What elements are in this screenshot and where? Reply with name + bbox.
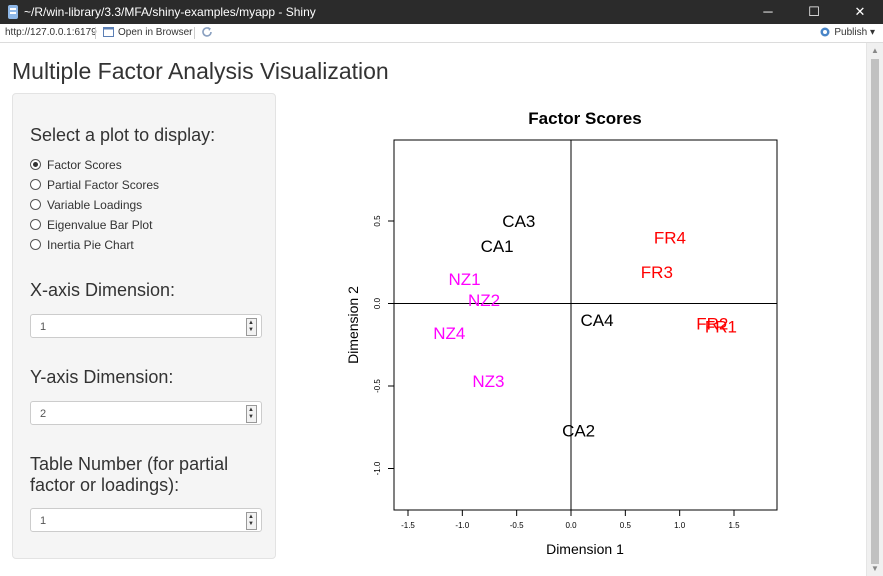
publish-label: Publish — [834, 27, 868, 38]
scroll-down-icon[interactable]: ▼ — [871, 564, 879, 573]
table-number-input[interactable]: 1 ▲ ▼ — [30, 508, 262, 532]
plot-frame — [393, 139, 778, 511]
toolbar-divider — [194, 27, 195, 39]
point-label-ca2: CA2 — [562, 422, 595, 441]
rstudio-app-icon — [8, 5, 18, 19]
stepper-down-icon[interactable]: ▼ — [248, 327, 254, 333]
y-axis-dimension-input[interactable]: 2 ▲ ▼ — [30, 401, 262, 425]
scrollbar-thumb[interactable] — [871, 59, 879, 564]
radio-label: Eigenvalue Bar Plot — [47, 218, 153, 232]
point-label-ca3: CA3 — [502, 212, 535, 231]
chart-title: Factor Scores — [528, 109, 641, 128]
window-title: ~/R/win-library/3.3/MFA/shiny-examples/m… — [24, 5, 316, 19]
plot-select-label: Select a plot to display: — [30, 125, 216, 145]
refresh-icon — [202, 27, 212, 37]
radio-label: Variable Loadings — [47, 198, 143, 212]
publish-icon — [820, 27, 830, 37]
y-tick-label: -0.5 — [373, 379, 382, 393]
radio-button[interactable] — [30, 199, 41, 210]
x-tick-label: -1.5 — [401, 521, 415, 530]
point-label-nz3: NZ3 — [472, 372, 504, 391]
point-label-ca1: CA1 — [481, 237, 514, 256]
browser-icon — [103, 27, 114, 37]
vertical-scrollbar[interactable]: ▲ ▼ — [866, 43, 883, 576]
maximize-button[interactable]: ☐ — [808, 4, 820, 19]
number-stepper[interactable]: ▲ ▼ — [246, 405, 257, 423]
x-axis-dimension-label: X-axis Dimension: — [30, 280, 176, 300]
stepper-down-icon[interactable]: ▼ — [248, 521, 254, 527]
table-number-label-line2: factor or loadings): — [30, 475, 180, 495]
x-axis-dimension-input[interactable]: 1 ▲ ▼ — [30, 314, 262, 338]
radio-option-variable-loadings[interactable]: Variable Loadings — [30, 198, 142, 214]
close-button[interactable]: ✕ — [854, 4, 866, 19]
radio-option-partial-factor-scores[interactable]: Partial Factor Scores — [30, 178, 159, 194]
publish-button[interactable]: Publish ▾ — [819, 27, 875, 38]
x-tick-label: -0.5 — [510, 521, 524, 530]
number-stepper[interactable]: ▲ ▼ — [246, 318, 257, 336]
toolbar-divider — [95, 27, 96, 39]
x-axis-title: Dimension 1 — [546, 541, 624, 557]
url-display[interactable]: http://127.0.0.1:6179 — [5, 27, 97, 38]
scroll-up-icon[interactable]: ▲ — [871, 46, 879, 55]
refresh-button[interactable] — [201, 26, 213, 41]
radio-option-factor-scores[interactable]: Factor Scores — [30, 158, 122, 174]
axes-layer: -1.5 -1.0 -0.5 0.0 0.5 1.0 1.5 -1.0 -0.5 0.0 0.5 — [373, 140, 777, 530]
open-in-browser-button[interactable]: Open in Browser — [103, 27, 192, 38]
point-label-nz4: NZ4 — [433, 324, 465, 343]
point-label-fr2: FR2 — [696, 314, 728, 333]
minimize-button[interactable]: ─ — [763, 4, 773, 19]
sidebar-panel: Select a plot to display: Factor Scores … — [12, 93, 276, 559]
y-tick-label: -1.0 — [373, 461, 382, 475]
table-number-label-line1: Table Number (for partial — [30, 454, 229, 474]
table-number-value: 1 — [40, 515, 47, 527]
stepper-up-icon[interactable]: ▲ — [248, 407, 254, 413]
viewer-toolbar: http://127.0.0.1:6179 Open in Browser Pu… — [0, 24, 883, 43]
radio-label: Factor Scores — [47, 158, 122, 172]
radio-button[interactable] — [30, 239, 41, 250]
chevron-down-icon[interactable]: ▾ — [869, 27, 875, 38]
radio-button[interactable] — [30, 219, 41, 230]
number-stepper[interactable]: ▲ ▼ — [246, 512, 257, 530]
radio-button[interactable] — [30, 159, 41, 170]
x-tick-label: 0.0 — [565, 521, 577, 530]
radio-button[interactable] — [30, 179, 41, 190]
radio-label: Partial Factor Scores — [47, 178, 160, 192]
y-axis-dimension-label: Y-axis Dimension: — [30, 367, 174, 387]
x-tick-label: 1.5 — [728, 521, 740, 530]
stepper-up-icon[interactable]: ▲ — [248, 320, 254, 326]
y-tick-label: 0.5 — [373, 215, 382, 227]
open-in-browser-label: Open in Browser — [118, 27, 193, 38]
point-label-fr3: FR3 — [641, 263, 673, 282]
page-title: Multiple Factor Analysis Visualization — [12, 58, 389, 84]
radio-option-eigenvalue-bar-plot[interactable]: Eigenvalue Bar Plot — [30, 218, 152, 234]
point-label-nz2: NZ2 — [468, 291, 500, 310]
radio-option-inertia-pie-chart[interactable]: Inertia Pie Chart — [30, 238, 134, 254]
x-tick-label: -1.0 — [455, 521, 469, 530]
point-label-fr1: FR1 — [705, 318, 737, 337]
point-label-fr4: FR4 — [654, 229, 686, 248]
point-label-ca4: CA4 — [581, 311, 614, 330]
stepper-down-icon[interactable]: ▼ — [248, 414, 254, 420]
y-axis-title: Dimension 2 — [345, 286, 361, 364]
window-titlebar: ~/R/win-library/3.3/MFA/shiny-examples/m… — [0, 0, 883, 24]
x-axis-dimension-value: 1 — [40, 321, 47, 333]
x-tick-label: 1.0 — [674, 521, 686, 530]
y-tick-label: 0.0 — [373, 297, 382, 309]
y-axis-dimension-value: 2 — [40, 408, 47, 420]
stepper-up-icon[interactable]: ▲ — [248, 514, 254, 520]
point-label-nz1: NZ1 — [448, 270, 480, 289]
x-tick-label: 0.5 — [620, 521, 632, 530]
radio-label: Inertia Pie Chart — [47, 238, 134, 252]
